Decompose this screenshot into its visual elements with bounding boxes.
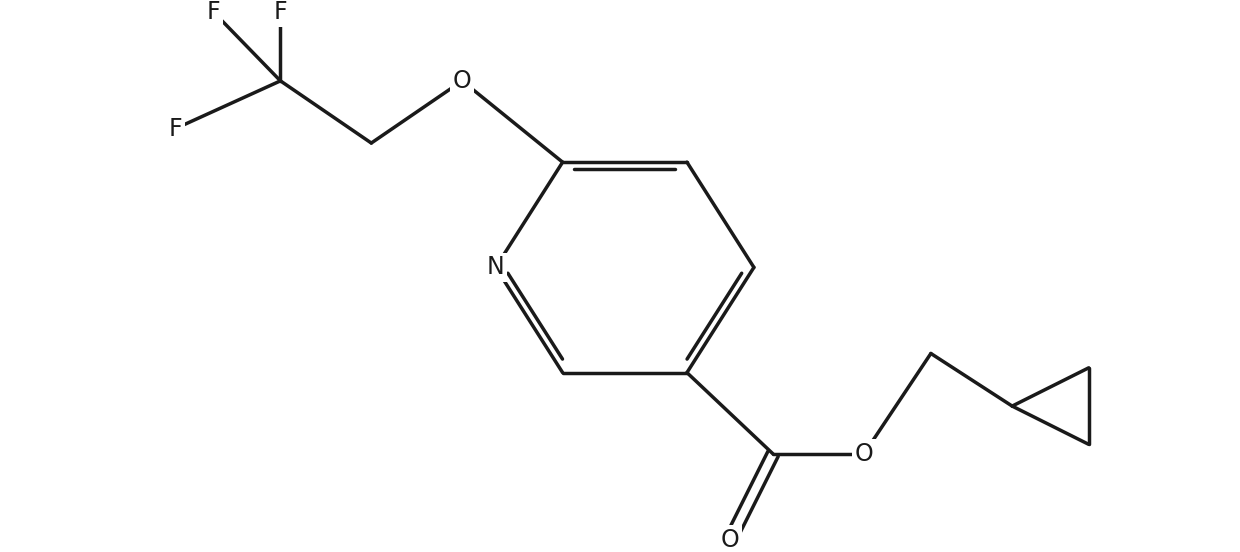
Text: O: O	[453, 69, 471, 93]
Text: O: O	[720, 528, 739, 552]
Text: O: O	[854, 442, 873, 466]
Text: F: F	[207, 0, 221, 24]
Text: F: F	[169, 116, 182, 141]
Text: N: N	[487, 256, 505, 279]
Text: F: F	[274, 0, 288, 24]
